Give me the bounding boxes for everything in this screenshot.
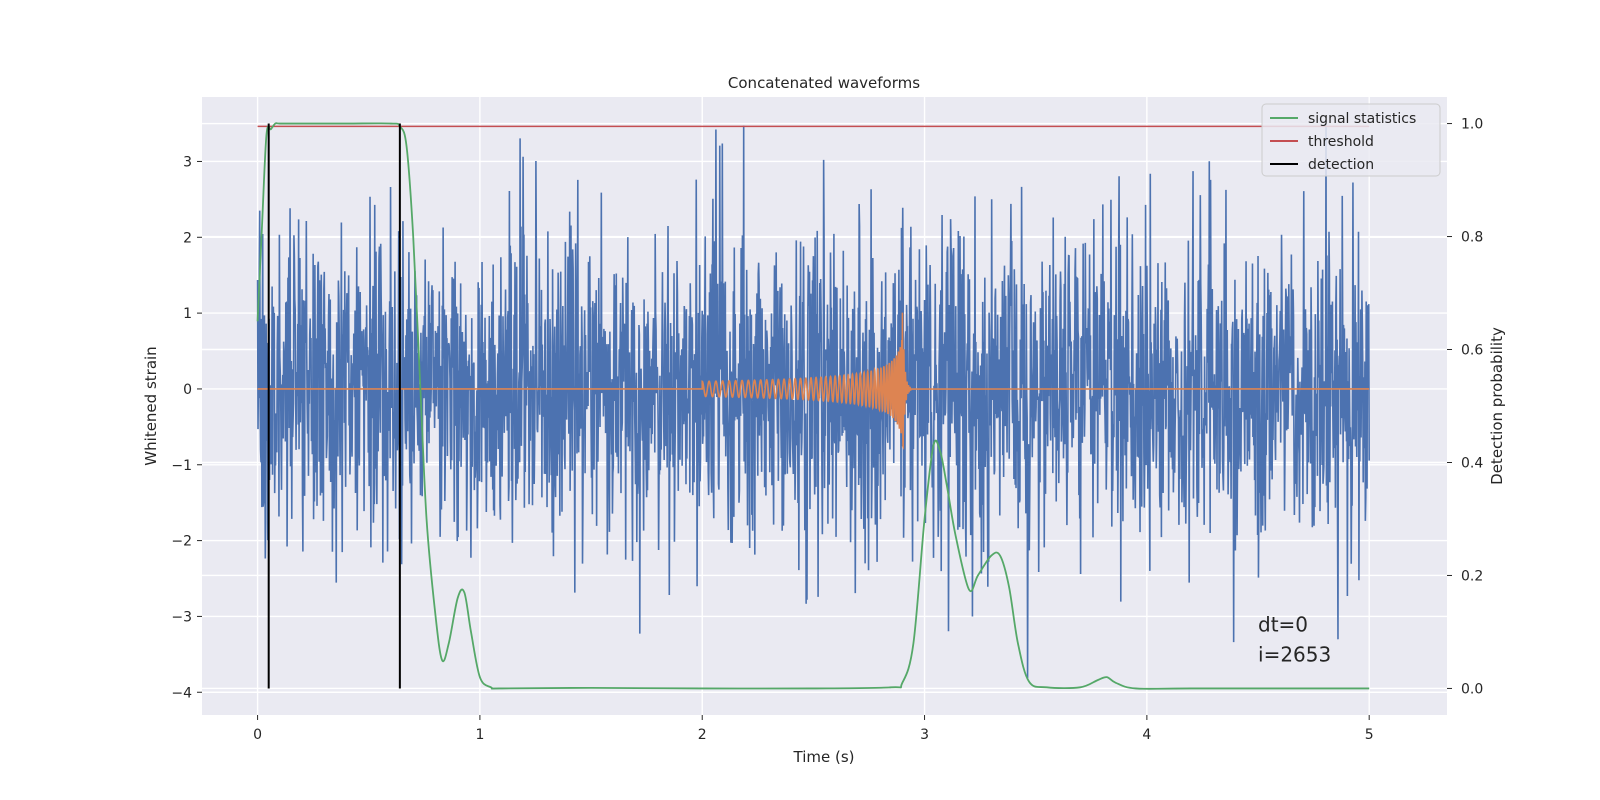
y-axis-label: Whitened strain [142, 346, 160, 465]
y2-axis-label: Detection probability [1488, 327, 1506, 485]
y-axis: −4 −3 −2 −1 0 1 2 3 [171, 154, 202, 701]
y-tick-label: −2 [171, 534, 192, 550]
chart: 0 1 2 3 4 5 −4 −3 −2 −1 0 1 2 3 0.0 0.2 0.4 0.6 0.8 1.0 C… [0, 0, 1600, 800]
y2-tick-label: 0.0 [1461, 681, 1483, 697]
y-tick-label: −3 [171, 609, 192, 625]
x-axis-label: Time (s) [793, 748, 855, 766]
x-tick-label: 1 [475, 727, 484, 743]
x-axis: 0 1 2 3 4 5 [253, 715, 1374, 743]
y-tick-label: −1 [171, 458, 192, 474]
chart-title: Concatenated waveforms [728, 74, 920, 92]
y-tick-label: 3 [183, 154, 192, 170]
x-tick-label: 5 [1365, 727, 1374, 743]
legend-label: threshold [1308, 134, 1374, 150]
y2-axis: 0.0 0.2 0.4 0.6 0.8 1.0 [1447, 117, 1483, 698]
legend-label: signal statistics [1308, 111, 1416, 127]
x-tick-label: 4 [1142, 727, 1151, 743]
y-tick-label: 0 [183, 382, 192, 398]
y-tick-label: 2 [183, 230, 192, 246]
y2-tick-label: 1.0 [1461, 117, 1483, 133]
y2-tick-label: 0.2 [1461, 568, 1483, 584]
y2-tick-label: 0.4 [1461, 455, 1483, 471]
annotation-line: i=2653 [1258, 643, 1331, 667]
x-tick-label: 3 [920, 727, 929, 743]
y-tick-label: −4 [171, 685, 192, 701]
legend-label: detection [1308, 157, 1374, 173]
annotation-line: dt=0 [1258, 613, 1308, 637]
y2-tick-label: 0.8 [1461, 230, 1483, 246]
y-tick-label: 1 [183, 306, 192, 322]
x-tick-label: 2 [698, 727, 707, 743]
x-tick-label: 0 [253, 727, 262, 743]
y2-tick-label: 0.6 [1461, 343, 1483, 359]
legend: signal statistics threshold detection [1262, 104, 1440, 176]
